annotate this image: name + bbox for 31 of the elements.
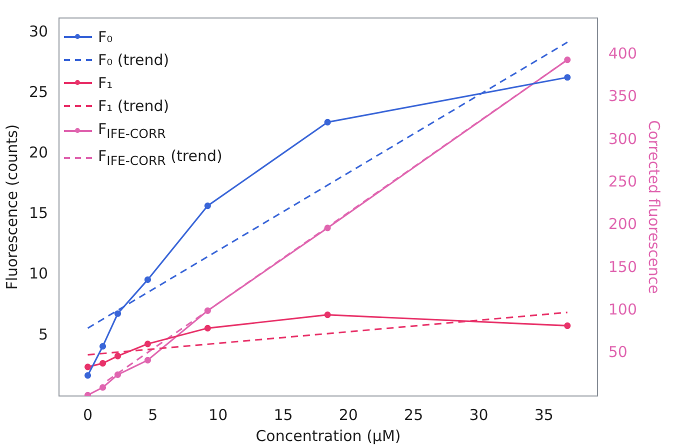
y-tick-label: 20 [28,144,48,162]
y2-tick-label: 400 [608,44,638,63]
y2-tick-label: 200 [608,215,638,234]
x-tick-label: 15 [274,406,293,424]
y2-tick-label: 100 [608,300,638,319]
x-tick-label: 20 [338,406,358,424]
y2-tick-label: 350 [608,87,638,106]
y2-tick-label: 150 [608,258,638,276]
x-tick-label: 0 [82,406,93,424]
x-axis-title: Concentration (µM) [256,426,401,445]
y-tick-label: 10 [28,264,48,283]
legend-label: F$_{IFE-CORR}$ (trend) [98,146,222,170]
x-tick-label: 35 [534,406,554,424]
x-tick-label: 5 [148,406,158,424]
y2-tick-label: 300 [608,130,638,148]
x-tick-label: 10 [208,406,228,424]
y-tick-label: 15 [28,204,48,222]
x-tick-label: 25 [404,406,424,424]
y-tick-label: 30 [28,22,48,40]
legend-label: F₀ [98,27,113,48]
y2-tick-label: 250 [608,172,638,191]
legend-label: F₁ (trend) [98,96,170,117]
legend-label: F₁ [98,73,113,94]
y-axis-title: Fluorescence (counts) [2,124,21,290]
y2-tick-label: 50 [608,343,628,362]
y-tick-label: 25 [28,83,48,102]
y2-axis-title: Corrected fluorescence [645,120,664,294]
legend-label: F$_{IFE-CORR}$ [98,119,166,143]
y-tick-label: 5 [38,325,48,344]
x-tick-label: 30 [469,406,488,424]
legend-label: F₀ (trend) [98,50,170,71]
